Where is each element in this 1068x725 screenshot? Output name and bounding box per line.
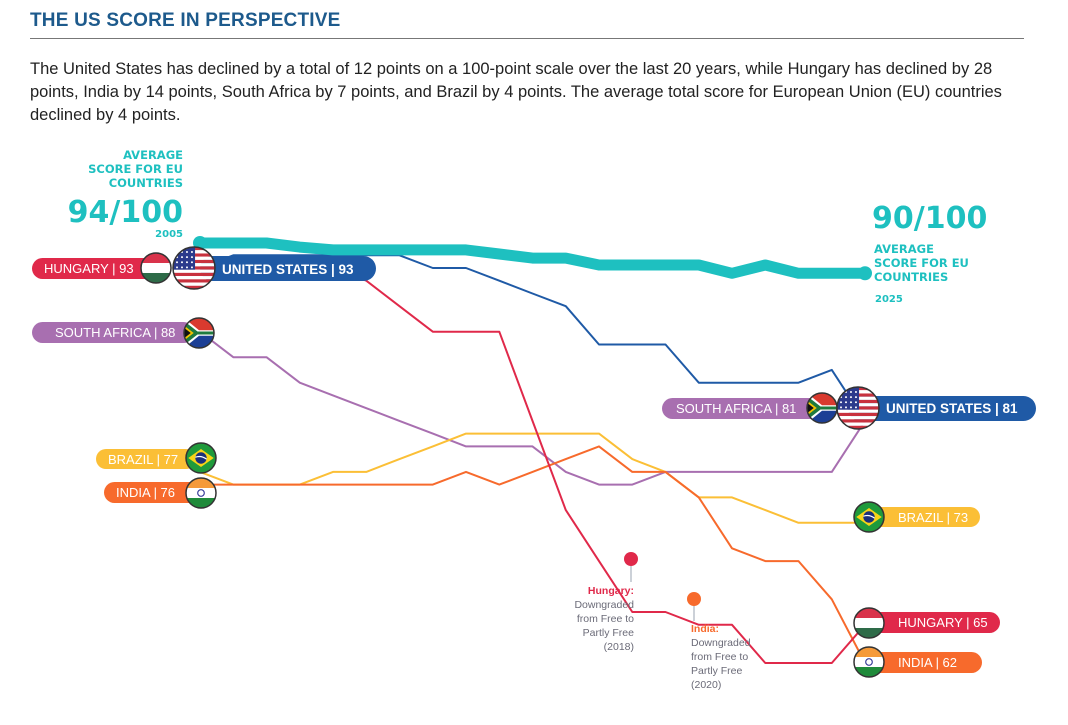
series-line-south-africa: [199, 330, 866, 486]
start-label-india: INDIA | 76: [104, 482, 200, 503]
label-text: SOUTH AFRICA | 81: [676, 401, 796, 416]
series-lines: [193, 236, 872, 664]
hungary-flag-icon: [140, 252, 172, 284]
end-label-brazil: BRAZIL | 73: [866, 507, 980, 527]
label-pill: [866, 612, 1000, 633]
page-title: THE US SCORE IN PERSPECTIVE: [30, 10, 341, 31]
india-flag-icon: [185, 477, 217, 509]
series-line-hungary: [200, 267, 866, 664]
eu-start-caption-line: AVERAGE: [123, 148, 183, 162]
us-flag-icon: [172, 246, 216, 290]
india-flag-icon: [853, 646, 885, 678]
label-text: BRAZIL | 73: [898, 510, 968, 525]
label-text: UNITED STATES | 81: [886, 401, 1018, 416]
south_africa-flag-icon: [806, 392, 838, 424]
india-annotation-line: (2020): [691, 679, 721, 691]
label-text: UNITED STATES | 93: [222, 262, 354, 277]
hungary-annotation-title: Hungary:: [588, 585, 634, 597]
start-label-brazil: BRAZIL | 77: [96, 449, 196, 469]
eu-start-score: 94/100: [68, 195, 183, 230]
label-pill: [848, 396, 1036, 421]
label-text: HUNGARY | 93: [44, 261, 134, 276]
label-text: BRAZIL | 77: [108, 452, 178, 467]
brazil-flag-icon: [853, 501, 885, 533]
label-pill: [866, 507, 980, 527]
hungary-downgrade-marker: [624, 552, 638, 566]
label-pill: [32, 258, 158, 279]
hungary-annotation: Hungary: Downgraded from Free to Partly …: [574, 552, 638, 653]
india-annotation-line: Partly Free: [691, 665, 743, 677]
hungary-annotation-line: from Free to: [577, 613, 634, 625]
eu-start-caption-line: SCORE FOR EU: [88, 162, 183, 176]
series-line-india: [200, 445, 866, 664]
series-line-eu: [200, 237, 865, 279]
eu-end-caption-line: SCORE FOR EU: [874, 256, 969, 270]
label-text: HUNGARY | 65: [898, 615, 988, 630]
label-pill: [32, 322, 194, 343]
eu-end-caption-line: COUNTRIES: [874, 270, 948, 284]
eu-start-year: 2005: [155, 229, 183, 240]
eu-end-year: 2025: [875, 294, 903, 305]
label-text: SOUTH AFRICA | 88: [55, 325, 175, 340]
data-point-eu: [858, 266, 872, 281]
end-label-hungary: HUNGARY | 65: [866, 612, 1000, 633]
label-text: INDIA | 76: [116, 485, 175, 500]
india-annotation-line: from Free to: [691, 651, 748, 663]
start-label-south-africa: SOUTH AFRICA | 88: [32, 322, 194, 343]
series-line-brazil: [199, 432, 865, 524]
label-pill: [200, 256, 376, 281]
label-text: INDIA | 62: [898, 655, 957, 670]
intro-paragraph: The United States has declined by a tota…: [30, 60, 1002, 124]
india-annotation-line: Downgraded: [691, 637, 751, 649]
eu-end-score: 90/100: [872, 201, 987, 236]
us-flag-icon: [836, 386, 880, 430]
label-pill: [104, 482, 200, 503]
label-pill: [96, 449, 196, 469]
end-label-us: UNITED STATES | 81: [848, 396, 1036, 421]
label-pill: [866, 652, 982, 673]
hungary-annotation-line: (2018): [604, 641, 634, 653]
start-label-us: UNITED STATES | 93: [200, 256, 376, 281]
series-line-us: [199, 254, 866, 422]
south_africa-flag-icon: [183, 317, 215, 349]
hungary-annotation-line: Partly Free: [583, 627, 635, 639]
hungary-annotation-line: Downgraded: [574, 599, 634, 611]
india-annotation-title: India:: [691, 623, 719, 635]
flags: [140, 246, 885, 678]
label-pill: [662, 398, 822, 419]
eu-end-caption-line: AVERAGE: [874, 242, 934, 256]
india-downgrade-marker: [687, 592, 701, 606]
brazil-flag-icon: [185, 442, 217, 474]
hungary-flag-icon: [853, 607, 885, 639]
title-divider: [30, 38, 1024, 39]
india-annotation: India: Downgraded from Free to Partly Fr…: [687, 592, 751, 691]
end-label-south-africa: SOUTH AFRICA | 81: [662, 398, 822, 419]
start-label-hungary: HUNGARY | 93: [32, 258, 158, 279]
eu-start-caption-line: COUNTRIES: [109, 176, 183, 190]
eu-start-caption: AVERAGE SCORE FOR EU COUNTRIES 94/100 20…: [68, 148, 183, 240]
eu-end-caption: 90/100 AVERAGE SCORE FOR EU COUNTRIES 20…: [872, 201, 987, 305]
end-label-india: INDIA | 62: [866, 652, 982, 673]
